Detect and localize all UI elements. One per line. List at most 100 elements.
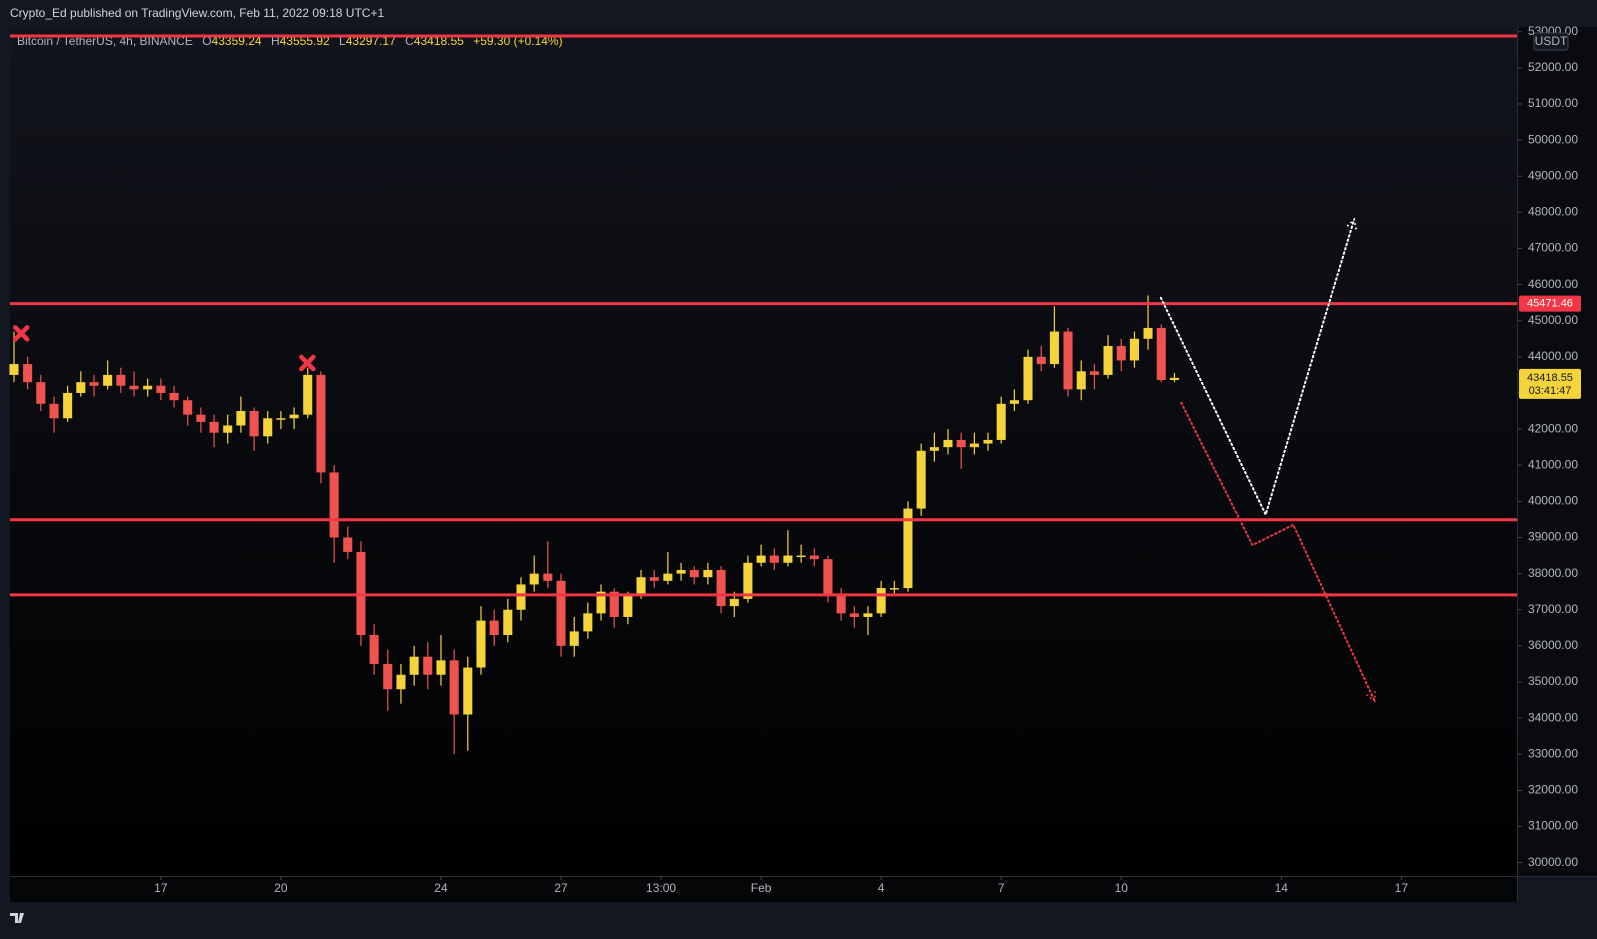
y-tick-label: 38000.00: [1528, 566, 1578, 580]
candle: [849, 606, 859, 628]
candle-body: [636, 577, 646, 596]
candle: [1116, 338, 1126, 372]
candle: [63, 385, 73, 422]
candle-body: [329, 472, 339, 538]
candle: [76, 371, 86, 397]
x-tick-label: 20: [274, 881, 288, 895]
candle: [649, 569, 659, 589]
candle: [1156, 324, 1166, 383]
candle: [1009, 389, 1019, 412]
candle-body: [183, 400, 193, 415]
y-tick-label: 45000.00: [1528, 313, 1578, 327]
y-tick-label: 35000.00: [1528, 674, 1578, 688]
candle-body: [49, 403, 59, 419]
candle: [876, 580, 886, 617]
candle-body: [543, 573, 553, 581]
candle-body: [196, 414, 206, 422]
price-label: 45471.46: [1527, 298, 1573, 310]
candle-body: [663, 573, 673, 581]
candle-body: [983, 439, 993, 444]
candle-body: [89, 382, 99, 386]
candle-body: [836, 595, 846, 614]
projection-path: [1180, 401, 1376, 702]
candle: [1023, 349, 1033, 404]
candle-body: [369, 635, 379, 664]
candle-body: [503, 609, 513, 636]
ohlc-key: C: [405, 34, 414, 48]
candle: [769, 548, 779, 570]
y-tick-label: 44000.00: [1528, 349, 1578, 363]
ohlc-key: L: [339, 34, 346, 48]
candle: [369, 624, 379, 675]
projection-arrowhead: [1365, 690, 1377, 703]
candle-body: [449, 660, 459, 715]
candle: [809, 548, 819, 567]
candle: [889, 580, 899, 596]
candle-body: [1143, 327, 1153, 339]
y-tick-label: 33000.00: [1528, 746, 1578, 760]
published-line: Crypto_Ed published on TradingView.com, …: [10, 6, 384, 20]
last-price-box: [1519, 368, 1581, 399]
candle: [343, 526, 353, 560]
y-tick-label: 51000.00: [1528, 96, 1578, 110]
y-tick-label: 39000.00: [1528, 530, 1578, 544]
candle-body: [623, 595, 633, 617]
ohlc-value: 43418.55: [414, 34, 464, 48]
candle: [556, 573, 566, 657]
candle-body: [956, 439, 966, 448]
candle-body: [796, 555, 806, 558]
ohlc-value: 43297.17: [346, 34, 396, 48]
candle-body: [916, 450, 926, 509]
candle-body: [263, 418, 273, 437]
candle-body: [23, 364, 33, 383]
candle: [23, 356, 33, 390]
y-tick-label: 50000.00: [1528, 132, 1578, 146]
candle: [663, 551, 673, 585]
x-tick-label: 4: [878, 881, 885, 895]
candle: [1063, 327, 1073, 397]
y-tick-label: 40000.00: [1528, 494, 1578, 508]
candle-body: [583, 613, 593, 632]
candle-body: [9, 364, 19, 375]
candle-body: [929, 447, 939, 451]
ohlc-key: H: [271, 34, 280, 48]
candle-body: [143, 385, 153, 390]
candle: [583, 602, 593, 639]
candle: [449, 649, 459, 755]
candle: [516, 577, 526, 621]
candle-body: [1156, 327, 1166, 380]
ohlc-value: 43359.24: [212, 34, 262, 48]
candle: [996, 396, 1006, 444]
candle-body: [1169, 377, 1179, 380]
candle: [503, 598, 513, 643]
candle-body: [769, 555, 779, 563]
candle-body: [516, 584, 526, 610]
candle: [89, 374, 99, 397]
y-tick-label: 37000.00: [1528, 602, 1578, 616]
candle: [223, 414, 233, 444]
candle-body: [969, 443, 979, 448]
candle-body: [409, 656, 419, 675]
candle: [276, 411, 286, 430]
candle-body: [649, 577, 659, 581]
candle-body: [1076, 371, 1086, 390]
candle: [303, 367, 313, 419]
candle-body: [476, 620, 486, 668]
candle: [543, 541, 553, 589]
candle-body: [903, 508, 913, 589]
candle-body: [1129, 338, 1139, 361]
candle-body: [1023, 356, 1033, 401]
y-tick-label: 46000.00: [1528, 277, 1578, 291]
x-tick-label: 13:00: [646, 881, 676, 895]
candle: [36, 374, 46, 412]
candle: [676, 562, 686, 581]
candle-body: [209, 421, 219, 433]
candle: [1169, 372, 1179, 383]
x-tick-label: 24: [434, 881, 448, 895]
candle-body: [609, 591, 619, 617]
candle: [209, 414, 219, 448]
currency: USDT: [1535, 34, 1568, 48]
x-tick-label: 17: [1395, 881, 1409, 895]
candle: [783, 530, 793, 567]
